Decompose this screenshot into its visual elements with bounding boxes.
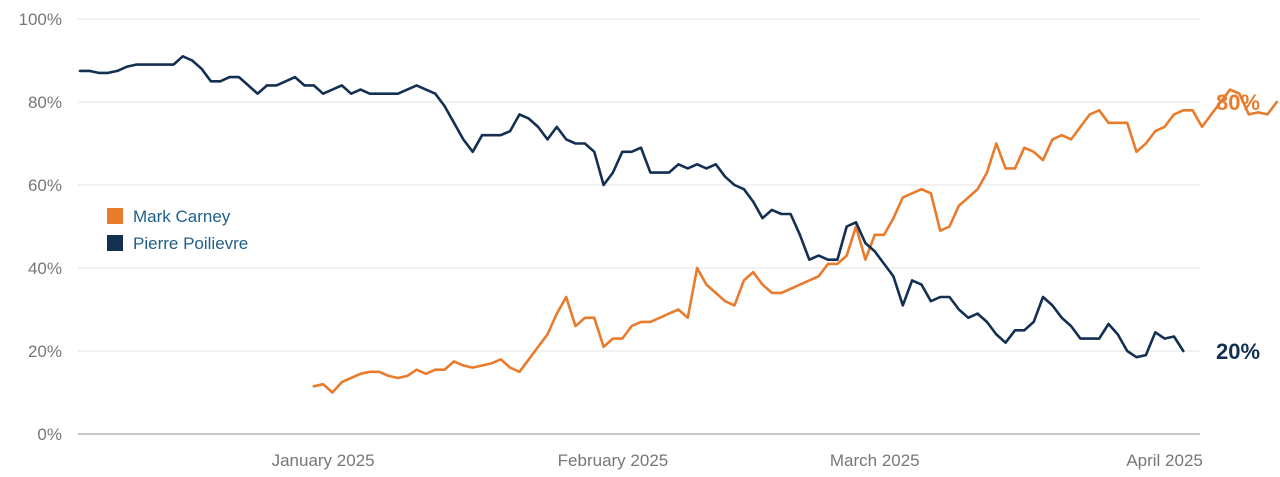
y-tick-label: 80%	[28, 93, 62, 112]
grid-lines	[78, 18, 1200, 435]
legend-swatch	[107, 235, 123, 251]
x-tick-label: March 2025	[830, 451, 920, 470]
y-tick-label: 20%	[28, 342, 62, 361]
y-tick-label: 0%	[37, 425, 62, 444]
end-label-mark-carney: 80%	[1216, 90, 1260, 115]
legend-label: Pierre Poilievre	[133, 234, 248, 253]
y-tick-label: 100%	[19, 10, 62, 29]
legend-label: Mark Carney	[133, 207, 231, 226]
series-line-pierre-poilievre	[78, 54, 1185, 359]
legend-swatch	[107, 208, 123, 224]
legend: Mark Carney Pierre Poilievre	[107, 207, 248, 253]
y-axis-ticks: 0% 20% 40% 60% 80% 100%	[19, 10, 62, 444]
x-tick-label: April 2025	[1126, 451, 1203, 470]
end-labels: 80% 20%	[1216, 90, 1260, 364]
x-tick-label: February 2025	[558, 451, 669, 470]
series-line-mark-carney	[312, 88, 1279, 394]
end-label-pierre-poilievre: 20%	[1216, 339, 1260, 364]
series-lines	[78, 54, 1279, 394]
x-axis-ticks: January 2025 February 2025 March 2025 April…	[272, 451, 1203, 470]
y-tick-label: 40%	[28, 259, 62, 278]
x-tick-label: January 2025	[272, 451, 375, 470]
y-tick-label: 60%	[28, 176, 62, 195]
